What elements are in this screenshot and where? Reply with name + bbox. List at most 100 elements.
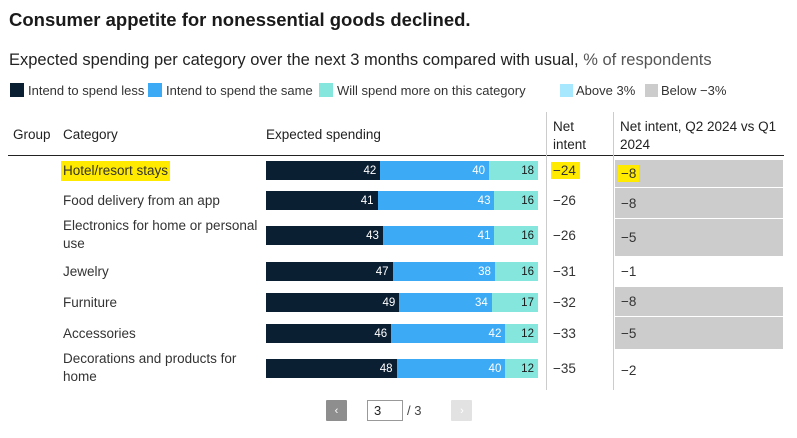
- bar-segment-more: 17: [491, 293, 538, 312]
- subtitle-unit: % of respondents: [583, 51, 712, 69]
- legend-swatch-below: [645, 83, 658, 97]
- net-intent-value: −26: [553, 191, 603, 210]
- bar-value-label: 17: [521, 296, 534, 309]
- net-intent-change-value: −8: [615, 188, 783, 218]
- bar-value-label: 49: [382, 296, 396, 309]
- stacked-bar: 41 43 16: [266, 191, 538, 210]
- net-intent-value: −33: [553, 324, 603, 343]
- category-label: Food delivery from an app: [63, 191, 258, 210]
- bar-segment-less: 48: [266, 359, 397, 378]
- bar-segment-same: 34: [399, 293, 492, 312]
- net-intent-change-value: −5: [615, 317, 783, 349]
- header-group: Group: [13, 127, 51, 142]
- net-intent-change-value: −1: [615, 257, 783, 286]
- category-label: Jewelry: [63, 262, 258, 281]
- legend-label-more: Will spend more on this category: [337, 82, 526, 98]
- net-intent-value: −32: [553, 293, 603, 312]
- bar-value-label: 40: [488, 362, 502, 375]
- stacked-bar: 46 42 12: [266, 324, 538, 343]
- bar-value-label: 34: [474, 296, 488, 309]
- net-intent-change-text: −8: [618, 165, 640, 182]
- stacked-bar: 42 40 18: [266, 161, 538, 180]
- page-number-input[interactable]: [367, 400, 403, 421]
- bar-value-label: 47: [375, 265, 389, 278]
- bar-segment-more: 16: [494, 262, 538, 281]
- bar-segment-less: 49: [266, 293, 400, 312]
- net-intent-change-text: −8: [621, 195, 637, 211]
- bar-value-label: 18: [521, 164, 534, 177]
- net-intent-value: −31: [553, 262, 603, 281]
- category-label-text: Accessories: [63, 325, 136, 341]
- legend-item-same: Intend to spend the same: [148, 81, 313, 99]
- net-intent-change-value: −8: [615, 287, 783, 316]
- bar-segment-same: 40: [380, 161, 490, 180]
- net-intent-change-text: −5: [621, 230, 637, 245]
- legend-item-more: Will spend more on this category: [319, 81, 526, 99]
- header-net-intent-line2: intent: [553, 137, 587, 152]
- legend-swatch-less: [10, 83, 24, 97]
- bar-segment-more: 16: [494, 226, 538, 245]
- category-label-text: Electronics for home or personal use: [63, 218, 258, 251]
- bar-segment-same: 40: [396, 359, 506, 378]
- legend-item-below: Below −3%: [645, 81, 726, 99]
- bar-value-label: 43: [477, 194, 491, 207]
- bar-value-label: 46: [374, 327, 388, 340]
- net-intent-change-value: −5: [615, 219, 783, 256]
- bar-value-label: 16: [521, 229, 534, 242]
- net-intent-text: −31: [553, 264, 576, 279]
- bar-segment-same: 41: [382, 226, 495, 245]
- chart-title: Consumer appetite for nonessential goods…: [9, 9, 471, 30]
- category-label: Electronics for home or personal use: [63, 217, 258, 253]
- bar-segment-same: 43: [377, 191, 495, 210]
- bar-segment-same: 38: [392, 262, 495, 281]
- category-label-text: Jewelry: [63, 263, 109, 279]
- bar-segment-less: 47: [266, 262, 393, 281]
- stacked-bar: 43 41 16: [266, 226, 538, 245]
- net-intent-value: −24: [551, 161, 603, 180]
- header-net-intent: Net intent: [553, 118, 586, 154]
- legend-item-above: Above 3%: [560, 81, 635, 99]
- category-label: Furniture: [63, 293, 258, 312]
- bar-value-label: 16: [521, 194, 534, 207]
- bar-segment-same: 42: [391, 324, 506, 343]
- bar-value-label: 42: [488, 327, 502, 340]
- column-divider-change: [613, 112, 614, 390]
- net-intent-value: −26: [553, 226, 603, 245]
- net-intent-text: −26: [553, 228, 576, 243]
- category-label: Decorations and products for home: [63, 350, 258, 386]
- net-intent-text: −24: [551, 162, 580, 179]
- header-category: Category: [63, 127, 118, 142]
- legend-label-same: Intend to spend the same: [166, 82, 313, 98]
- category-label: Accessories: [63, 324, 258, 343]
- bar-value-label: 43: [366, 229, 379, 242]
- bar-value-label: 40: [472, 164, 486, 177]
- bar-segment-more: 16: [494, 191, 538, 210]
- net-intent-text: −33: [553, 326, 576, 341]
- legend-swatch-more: [319, 83, 333, 97]
- bar-value-label: 42: [363, 164, 377, 177]
- net-intent-change-value: −8: [615, 160, 783, 187]
- prev-page-button[interactable]: ‹: [326, 400, 347, 421]
- next-page-button[interactable]: ›: [451, 400, 473, 421]
- header-divider: [8, 155, 784, 156]
- net-intent-change-text: −1: [621, 264, 637, 279]
- net-intent-text: −32: [553, 295, 576, 310]
- category-label: Hotel/resort stays: [61, 160, 258, 181]
- legend: Intend to spend less Intend to spend the…: [10, 81, 790, 99]
- page-total: / 3: [407, 403, 422, 418]
- bar-segment-more: 18: [489, 161, 538, 180]
- net-intent-text: −26: [553, 193, 576, 208]
- bar-value-label: 12: [521, 362, 534, 375]
- net-intent-change-text: −8: [621, 294, 637, 309]
- pagination: ‹ / 3 ›: [326, 400, 473, 421]
- header-net-intent-change: Net intent, Q2 2024 vs Q1 2024: [620, 118, 776, 154]
- net-intent-change-value: −2: [615, 351, 783, 389]
- legend-label-less: Intend to spend less: [28, 82, 145, 98]
- bar-value-label: 41: [477, 229, 491, 242]
- net-intent-text: −35: [553, 361, 576, 376]
- category-label-text: Decorations and products for home: [63, 351, 237, 384]
- net-intent-change-text: −2: [621, 362, 637, 378]
- bar-value-label: 48: [379, 362, 393, 375]
- bar-segment-less: 46: [266, 324, 392, 343]
- header-change-line2: 2024: [620, 137, 651, 152]
